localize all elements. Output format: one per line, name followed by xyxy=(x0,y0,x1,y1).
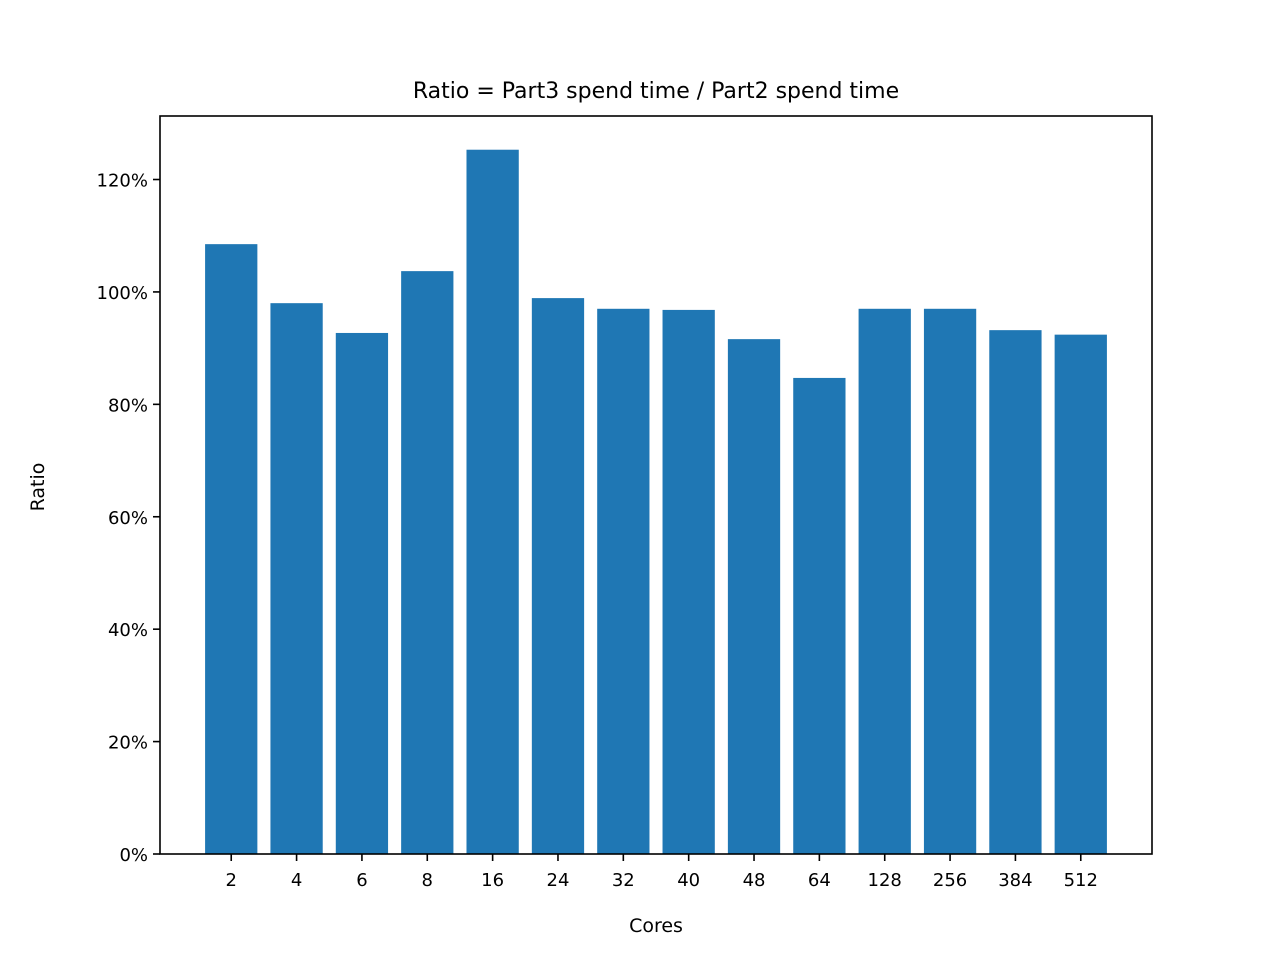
x-tick-label: 24 xyxy=(547,870,570,891)
bar-4 xyxy=(270,303,323,854)
x-axis-label: Cores xyxy=(629,915,683,937)
bar-2 xyxy=(205,244,258,854)
bar-64 xyxy=(793,377,846,854)
x-axis: 2 4 6 8 16 24 32 40 48 64 128 256 384 512 xyxy=(226,854,1098,891)
x-tick-label: 2 xyxy=(226,870,237,891)
y-tick-label: 80% xyxy=(108,395,148,416)
y-tick-label: 120% xyxy=(97,171,148,192)
bar-256 xyxy=(923,308,977,854)
bar-24 xyxy=(531,298,585,854)
chart-title: Ratio = Part3 spend time / Part2 spend t… xyxy=(413,79,899,104)
x-tick-label: 16 xyxy=(481,870,504,891)
bar-6 xyxy=(335,332,389,855)
y-tick-label: 20% xyxy=(108,733,148,754)
x-tick-label: 8 xyxy=(422,870,433,891)
y-tick-label: 40% xyxy=(108,620,148,641)
x-tick-label: 512 xyxy=(1064,870,1098,891)
bar-16 xyxy=(466,149,519,855)
x-tick-label: 48 xyxy=(743,870,766,891)
x-tick-label: 32 xyxy=(612,870,635,891)
x-tick-label: 4 xyxy=(291,870,302,891)
bar-40 xyxy=(662,309,715,854)
plot-frame xyxy=(159,115,1153,855)
x-tick-label: 256 xyxy=(933,870,967,891)
x-tick-label: 128 xyxy=(868,870,902,891)
bar-48 xyxy=(727,339,781,854)
x-tick-label: 40 xyxy=(677,870,700,891)
bar-512 xyxy=(1054,334,1107,854)
bar-384 xyxy=(989,330,1042,854)
bar-8 xyxy=(401,271,454,854)
y-tick-label: 60% xyxy=(108,508,148,529)
x-tick-label: 384 xyxy=(998,870,1032,891)
y-axis-label: Ratio xyxy=(27,463,49,512)
plot-area xyxy=(205,149,1107,855)
y-axis: 0% 20% 40% 60% 80% 100% 120% xyxy=(97,171,160,866)
y-tick-label: 0% xyxy=(119,845,148,866)
bar-128 xyxy=(858,308,911,854)
x-tick-label: 6 xyxy=(356,870,367,891)
x-tick-label: 64 xyxy=(808,870,831,891)
y-tick-label: 100% xyxy=(97,283,148,304)
bar-32 xyxy=(597,308,650,854)
